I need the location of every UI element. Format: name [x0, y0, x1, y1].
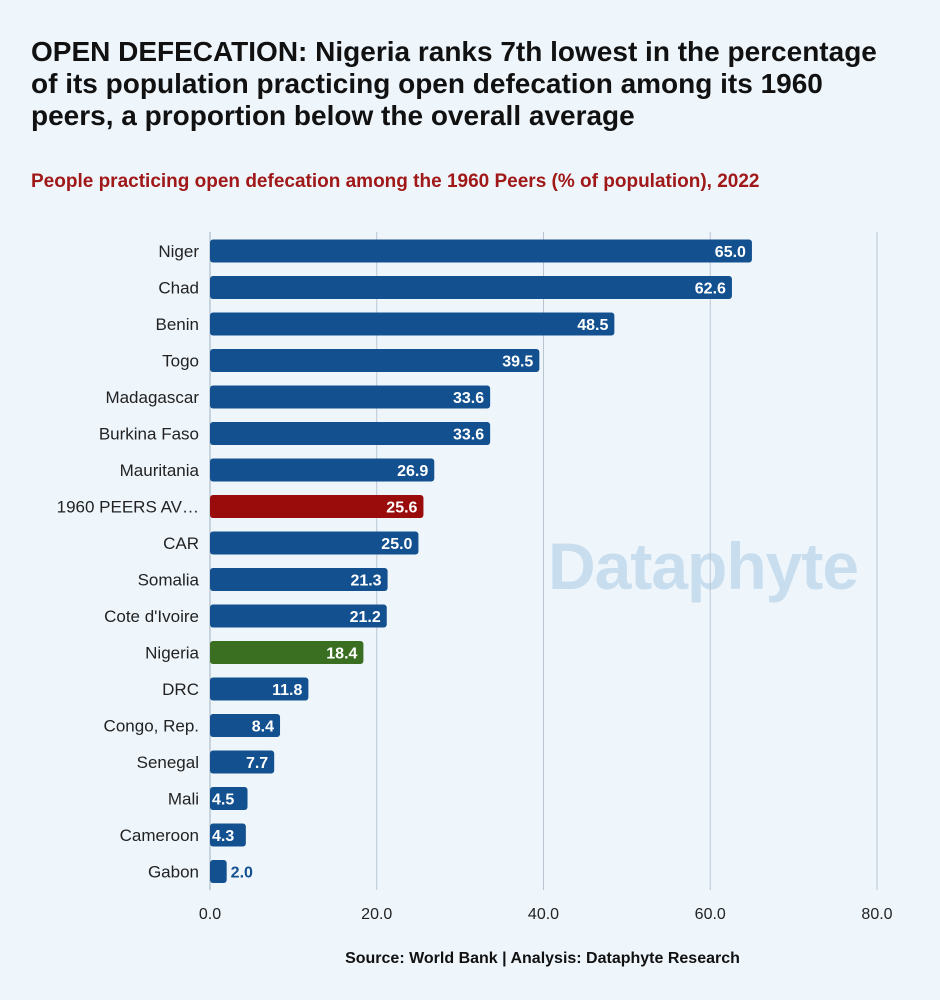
category-label: Togo [162, 352, 199, 371]
data-label: 25.0 [381, 536, 412, 553]
bar [210, 531, 419, 555]
data-label: 21.3 [350, 573, 381, 590]
x-tick-label: 20.0 [361, 906, 392, 923]
category-label: CAR [163, 534, 199, 553]
data-label: 8.4 [252, 719, 274, 736]
category-label: Benin [156, 315, 199, 334]
bar [210, 604, 387, 628]
category-label: Chad [158, 279, 199, 298]
x-tick-label: 80.0 [861, 906, 892, 923]
category-label: 1960 PEERS AV… [57, 498, 199, 517]
data-label: 65.0 [715, 244, 746, 261]
bar [210, 385, 491, 409]
bar [210, 495, 424, 518]
bars: 65.0 62.6 48.5 39.5 33.6 33.6 26.9 25.6 25.0 21.3… [210, 239, 752, 883]
data-label: 62.6 [695, 281, 726, 298]
category-label: DRC [162, 680, 199, 699]
category-label: Mauritania [120, 461, 200, 480]
x-tick-label: 60.0 [695, 906, 726, 923]
x-tick-label: 40.0 [528, 906, 559, 923]
bar [210, 239, 752, 263]
data-label: 2.0 [231, 865, 253, 882]
bar [210, 349, 540, 372]
data-label: 33.6 [453, 390, 484, 407]
bar [210, 823, 246, 847]
category-label: Cote d'Ivoire [104, 607, 199, 626]
data-label: 25.6 [386, 500, 417, 517]
data-label: 4.5 [212, 792, 234, 809]
data-label: 48.5 [577, 317, 608, 334]
bar [210, 458, 435, 482]
data-label: 18.4 [326, 646, 357, 663]
bar [210, 714, 281, 737]
watermark-logo: Dataphyte [548, 529, 859, 603]
bar [210, 276, 732, 299]
category-labels: Niger Chad Benin Togo Madagascar Burkina Faso… [57, 242, 200, 882]
category-label: Gabon [148, 863, 199, 882]
category-label: Mali [168, 790, 199, 809]
data-label: 11.8 [272, 682, 302, 699]
bar [210, 677, 309, 701]
data-label: 21.2 [350, 609, 381, 626]
chart-subtitle: People practicing open defecation among … [31, 171, 760, 192]
source-note: Source: World Bank | Analysis: Dataphyte… [345, 950, 740, 967]
data-label: 39.5 [502, 354, 533, 371]
category-label: Madagascar [105, 388, 199, 407]
data-label: 33.6 [453, 427, 484, 444]
category-label: Burkina Faso [99, 425, 199, 444]
bar [210, 860, 227, 883]
category-label: Congo, Rep. [104, 717, 199, 736]
bar [210, 422, 491, 445]
data-label: 26.9 [397, 463, 428, 480]
x-axis-ticks: 0.0 20.0 40.0 60.0 80.0 [199, 906, 893, 923]
category-label: Niger [158, 242, 199, 261]
bar [210, 312, 615, 336]
category-label: Somalia [138, 571, 200, 590]
bar [210, 641, 364, 664]
gridlines [209, 232, 878, 890]
category-label: Nigeria [145, 644, 199, 663]
category-label: Senegal [137, 753, 199, 772]
chart-title: OPEN DEFECATION: Nigeria ranks 7th lowes… [31, 36, 877, 131]
category-label: Cameroon [120, 826, 199, 845]
data-label: 4.3 [212, 828, 234, 845]
x-tick-label: 0.0 [199, 906, 221, 923]
bar [210, 750, 275, 774]
bar [210, 787, 248, 810]
bar [210, 568, 388, 591]
data-label: 7.7 [246, 755, 268, 772]
